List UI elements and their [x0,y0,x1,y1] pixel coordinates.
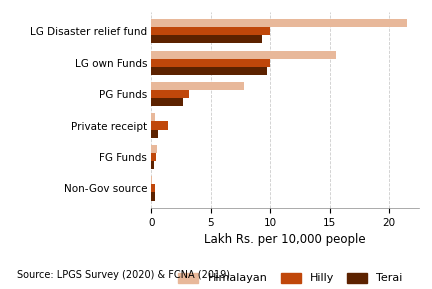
Bar [151,153,156,161]
Bar [151,67,267,75]
Bar [151,82,244,90]
Bar [151,113,155,121]
Bar [151,19,407,27]
Bar [151,51,336,59]
Bar [151,35,262,43]
Bar [151,184,155,192]
Bar [151,59,270,67]
Bar [151,161,154,169]
Bar [151,145,156,153]
Text: Source: LPGS Survey (2020) & FCNA (2019): Source: LPGS Survey (2020) & FCNA (2019) [17,270,230,280]
Legend: Himalayan, Hilly, Terai: Himalayan, Hilly, Terai [178,273,403,284]
Bar [151,27,270,35]
Bar [151,129,159,138]
Bar [151,98,183,106]
Bar [151,176,152,184]
Bar [151,90,189,98]
X-axis label: Lakh Rs. per 10,000 people: Lakh Rs. per 10,000 people [204,233,366,246]
Bar [151,192,156,201]
Bar [151,121,168,129]
